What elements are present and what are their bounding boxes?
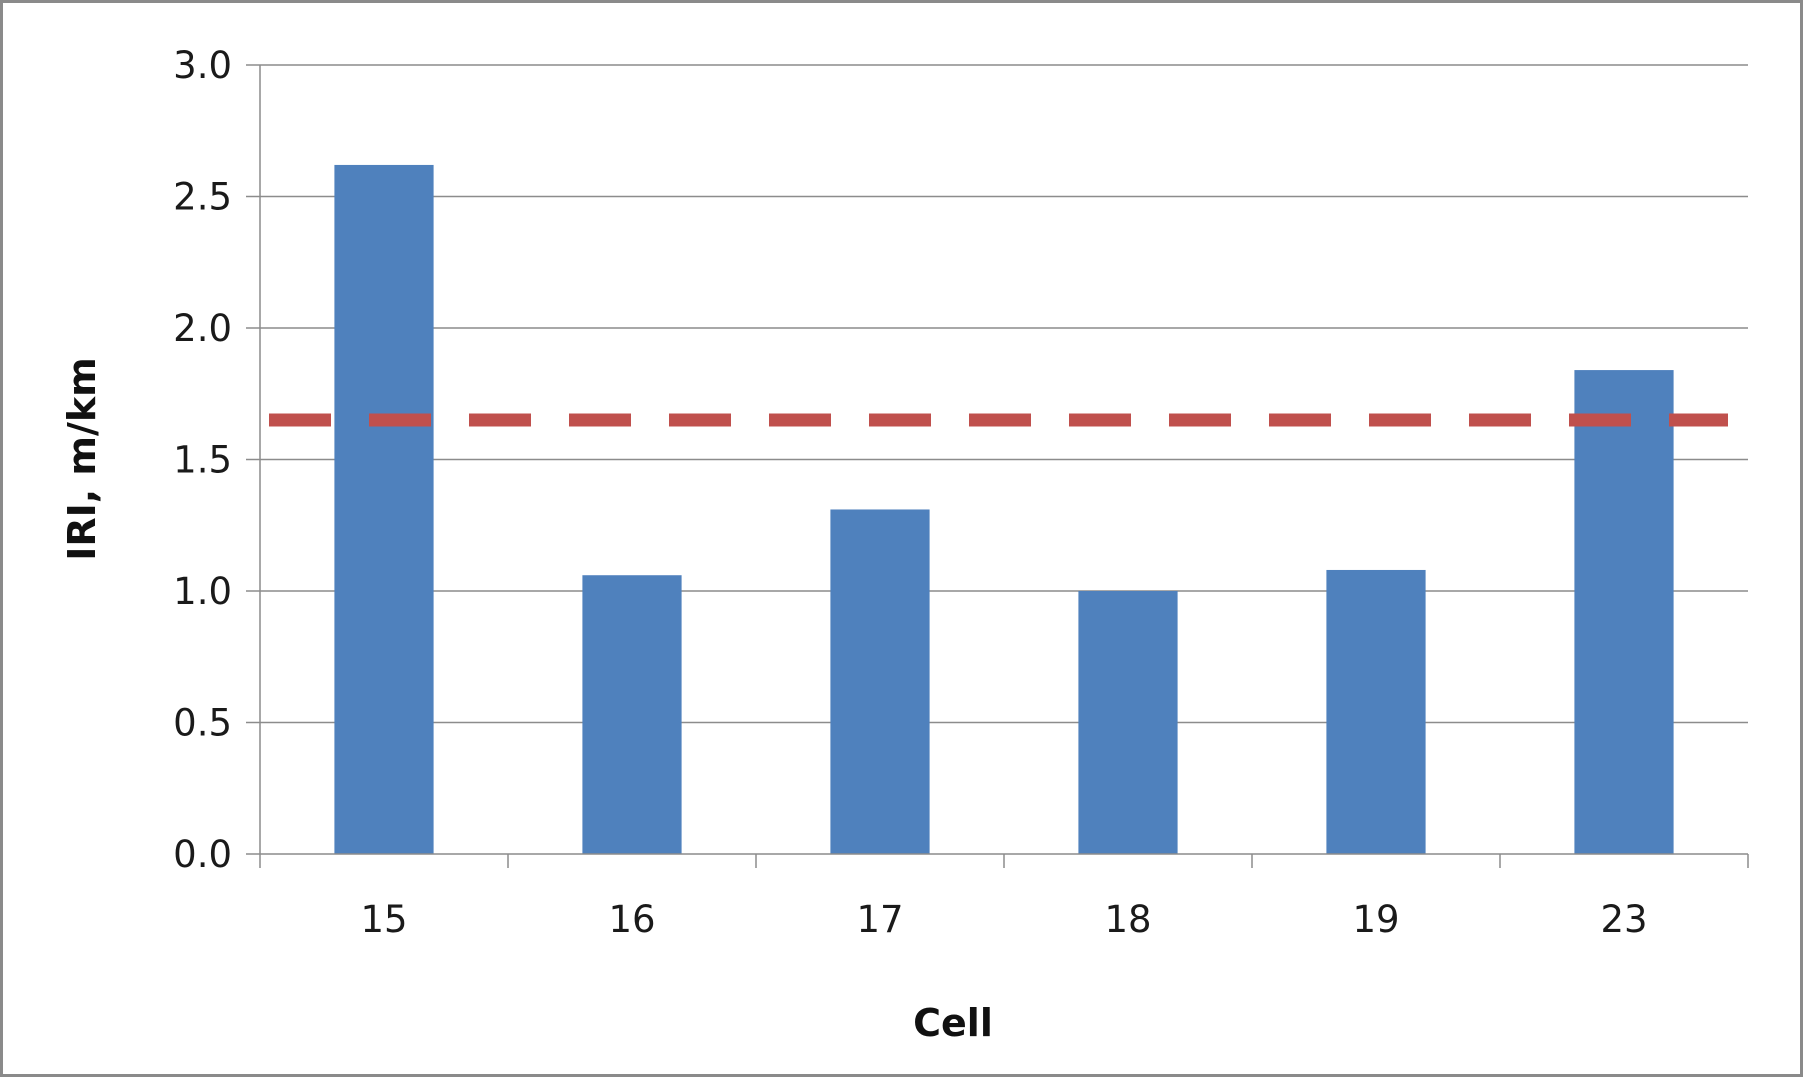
y-tick-label: 3.0 <box>173 44 232 87</box>
y-tick-label: 0.0 <box>173 833 232 876</box>
x-tick-label: 18 <box>1104 898 1151 941</box>
bar-chart: 0.00.51.01.52.02.53.0 15 16 17 18 19 23 Cell … <box>60 44 1749 1045</box>
x-tick-label: 15 <box>360 898 407 941</box>
x-tick-label: 23 <box>1600 898 1647 941</box>
x-tick-label: 19 <box>1352 898 1399 941</box>
x-tick-label: 16 <box>608 898 655 941</box>
bar <box>830 509 930 854</box>
bar <box>1574 370 1674 854</box>
y-tick-label: 2.5 <box>173 176 232 219</box>
y-tick-label: 2.0 <box>173 307 232 350</box>
bar <box>1326 569 1426 854</box>
bar <box>1078 591 1178 854</box>
x-axis-title: Cell <box>913 1001 993 1045</box>
y-axis-title: IRI, m/km <box>60 357 104 561</box>
gridlines <box>260 64 1748 724</box>
bar <box>334 164 434 854</box>
y-tick-label: 0.5 <box>173 702 232 745</box>
bar <box>582 575 682 854</box>
bars <box>334 164 1674 854</box>
y-tick-label: 1.0 <box>173 570 232 613</box>
y-tick-label: 1.5 <box>173 439 232 482</box>
y-tick-labels: 0.0 0.5 1.0 1.5 2.0 2.5 3.0 <box>173 44 232 876</box>
x-tick-labels: 15 16 17 18 19 23 <box>360 898 1647 941</box>
x-tick-label: 17 <box>856 898 903 941</box>
axes <box>246 64 1749 868</box>
